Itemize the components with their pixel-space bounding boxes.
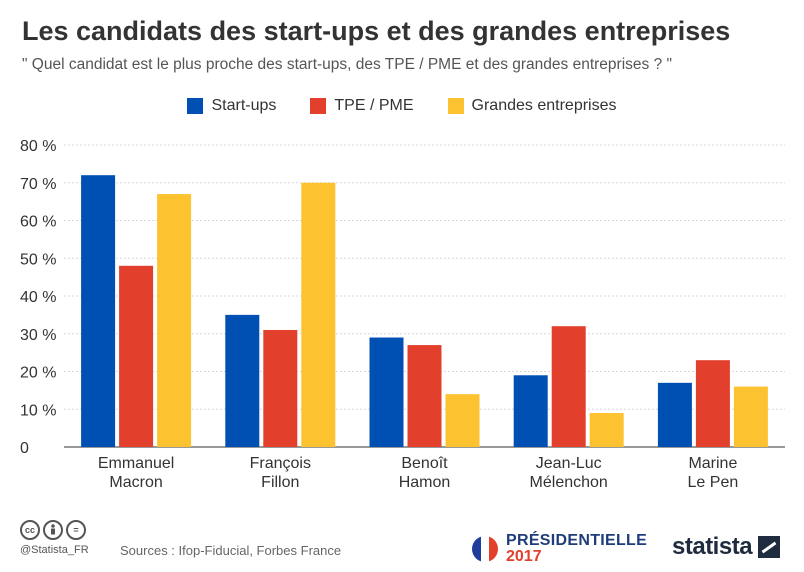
x-tick-label-line: François — [250, 455, 311, 472]
y-tick-label: 80 % — [20, 138, 56, 155]
x-tick-label: Marine Le Pen — [688, 455, 739, 491]
y-tick-label: 10 % — [20, 402, 56, 419]
x-tick-label-line: Le Pen — [688, 474, 739, 491]
cc-icon: cc — [20, 520, 40, 540]
x-tick-label: Jean-Luc Mélenchon — [530, 455, 608, 491]
bar — [81, 175, 116, 447]
legend-label-tpe-pme: TPE / PME — [334, 97, 414, 114]
x-tick-label: François Fillon — [250, 455, 311, 491]
chart-subtitle: " Quel candidat est le plus proche des s… — [22, 56, 673, 73]
y-tick-label: 0 — [20, 440, 29, 457]
y-tick-label: 20 % — [20, 365, 56, 382]
statista-logo: statista — [672, 533, 781, 561]
bar — [301, 182, 336, 447]
bar — [657, 382, 692, 447]
y-tick-label: 40 % — [20, 289, 56, 306]
x-tick-label: Emmanuel Macron — [98, 455, 174, 491]
y-tick-label: 50 % — [20, 251, 56, 268]
legend-swatch-startups — [187, 98, 204, 114]
bar — [733, 386, 768, 447]
bar — [157, 194, 192, 447]
bar — [445, 394, 480, 447]
flag-stripe-red — [489, 536, 498, 562]
flag-stripe-blue — [472, 536, 481, 562]
license-icons: cc = — [20, 520, 89, 540]
x-tick-label-line: Jean-Luc — [536, 455, 602, 472]
bar — [551, 326, 586, 447]
bar — [263, 329, 298, 447]
y-tick-label: 60 % — [20, 214, 56, 231]
bar — [119, 265, 154, 447]
statista-mark-icon — [758, 536, 781, 558]
badge-year: 2017 — [506, 548, 542, 565]
legend-swatch-tpe-pme — [310, 98, 327, 114]
french-flag-icon — [472, 536, 498, 562]
sources-text: Sources : Ifop-Fiducial, Forbes France — [120, 543, 342, 558]
brand-name: statista — [672, 533, 753, 560]
y-tick-label: 70 % — [20, 176, 56, 193]
bar — [695, 360, 730, 447]
bar — [369, 337, 404, 447]
x-tick-label-line: Emmanuel — [98, 455, 174, 472]
x-tick-label-line: Hamon — [399, 474, 451, 491]
x-tick-label-line: Macron — [109, 474, 162, 491]
legend-label-grandes-entreprises: Grandes entreprises — [471, 97, 617, 114]
presidentielle-badge: PRÉSIDENTIELLE 2017 — [472, 533, 647, 565]
flag-stripe-white — [480, 536, 490, 562]
x-tick-label-line: Marine — [688, 455, 737, 472]
legend-item-grandes-entreprises: Grandes entreprises — [447, 97, 617, 115]
bar — [225, 314, 260, 447]
bar — [407, 345, 442, 447]
y-tick-label: 30 % — [20, 327, 56, 344]
x-tick-label-line: Fillon — [261, 474, 299, 491]
nd-icon: = — [66, 520, 86, 540]
bar — [513, 375, 548, 447]
legend: Start-ups TPE / PME Grandes entreprises — [0, 97, 804, 115]
legend-item-tpe-pme: TPE / PME — [310, 97, 414, 115]
chart-title: Les candidats des start-ups et des grand… — [22, 16, 731, 46]
by-icon — [43, 520, 63, 540]
bar — [589, 413, 624, 447]
legend-label-startups: Start-ups — [211, 97, 277, 114]
x-tick-label: Benoît Hamon — [399, 455, 451, 491]
x-tick-label-line: Benoît — [401, 455, 448, 472]
legend-swatch-grandes-entreprises — [447, 98, 464, 114]
x-tick-label-line: Mélenchon — [530, 474, 608, 491]
legend-item-startups: Start-ups — [187, 97, 276, 115]
statista-handle: @Statista_FR — [20, 544, 89, 556]
badge-title: PRÉSIDENTIELLE — [506, 532, 648, 549]
license-block: cc = @Statista_FR — [20, 520, 89, 556]
